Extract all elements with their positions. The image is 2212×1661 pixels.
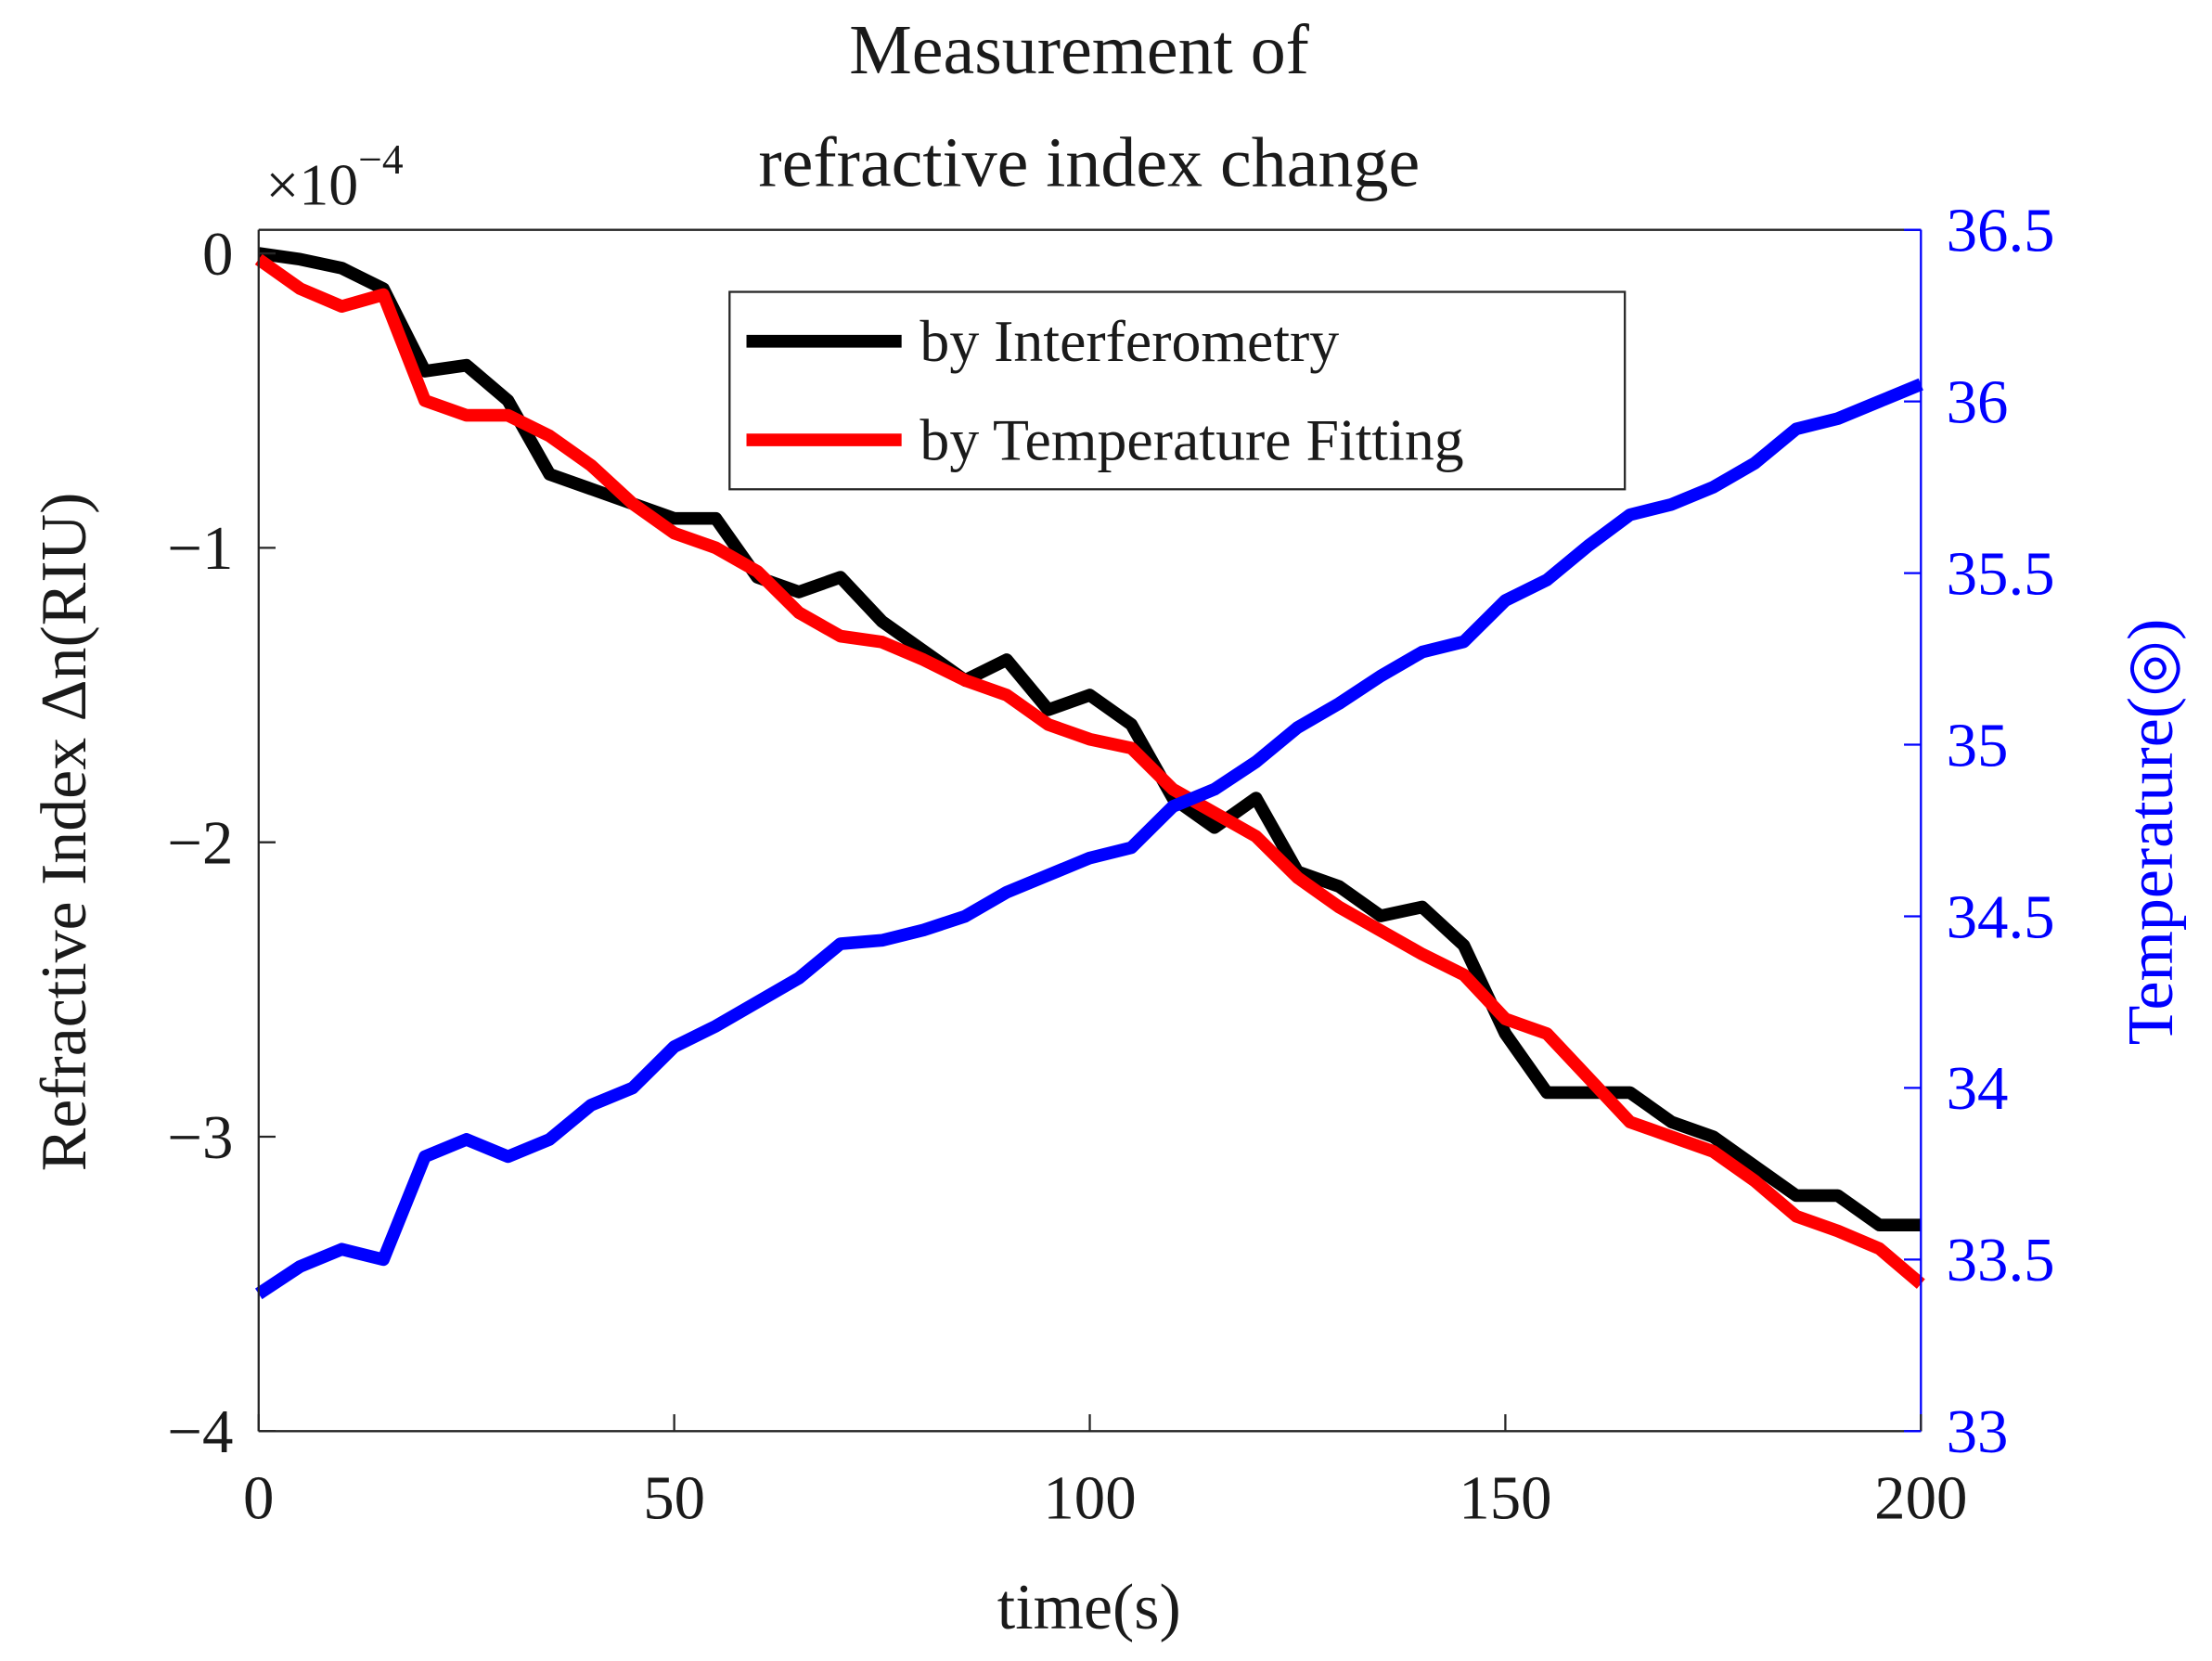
data-line [257, 247, 1922, 1232]
x-axis-label: time(s) [997, 1572, 1181, 1643]
y-tick-label: −1 [167, 514, 233, 583]
data-line [254, 378, 1923, 1300]
y2-tick-label: 36 [1947, 367, 2009, 436]
y-tick-label: 0 [202, 220, 233, 289]
legend-label: by Interferometry [920, 308, 1339, 374]
x-tick-label: 150 [1459, 1464, 1551, 1533]
y2-tick-label: 33.5 [1947, 1226, 2055, 1294]
chart-title: refractive index change [758, 124, 1420, 202]
exponent-base: ×10 [265, 151, 358, 217]
y2-tick-label: 34 [1947, 1054, 2009, 1123]
y-tick-label: −4 [167, 1397, 233, 1466]
x-tick-label: 100 [1043, 1464, 1136, 1533]
y-tick-label: −3 [167, 1103, 233, 1172]
x-tick-label: 50 [643, 1464, 705, 1533]
y2-axis-label: Temperature(◎) [2116, 619, 2187, 1046]
x-tick-label: 200 [1874, 1464, 1967, 1533]
y-axis-label: Refractive Index Δn(RIU) [29, 493, 100, 1172]
y-tick-label: −2 [167, 808, 233, 877]
data-line [254, 253, 1925, 1289]
y-exponent: ×10−4 [265, 135, 404, 217]
y2-tick-label: 33 [1947, 1397, 2009, 1466]
chart-title: Measurement of [849, 11, 1309, 89]
legend-label: by Temperature Fitting [920, 406, 1463, 472]
x-tick-label: 0 [243, 1464, 274, 1533]
exponent-power: −4 [358, 135, 404, 183]
legend-box [728, 290, 1627, 491]
y2-tick-label: 35 [1947, 711, 2009, 779]
y2-tick-label: 35.5 [1947, 539, 2055, 608]
y2-tick-label: 34.5 [1947, 882, 2055, 951]
y2-tick-label: 36.5 [1947, 196, 2055, 264]
